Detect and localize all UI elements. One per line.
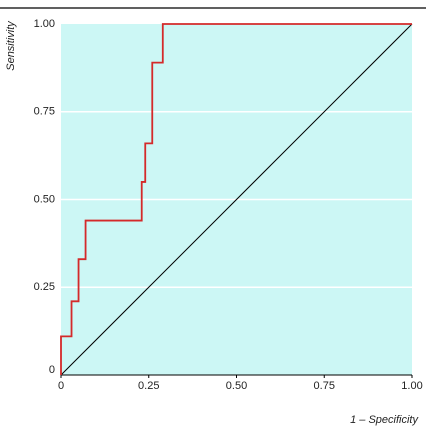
y-tick-label: 0 [49, 364, 55, 376]
x-tick-label: 0.25 [138, 380, 159, 392]
y-tick-label: 1.00 [34, 18, 55, 30]
y-tick-label: 0.25 [34, 281, 55, 293]
x-tick-label: 1.00 [401, 380, 422, 392]
roc-line [60, 23, 413, 376]
y-axis-label: Sensitivity [5, 20, 17, 71]
x-tick-label: 0.50 [226, 380, 247, 392]
x-axis-label: 1 – Specificity [350, 414, 419, 426]
roc-line [60, 23, 412, 375]
y-tick-label: 0.75 [34, 106, 55, 118]
y-tick-label: 0.50 [34, 193, 55, 205]
x-tick-label: 0 [58, 380, 64, 392]
x-tick-label: 0.75 [314, 380, 335, 392]
